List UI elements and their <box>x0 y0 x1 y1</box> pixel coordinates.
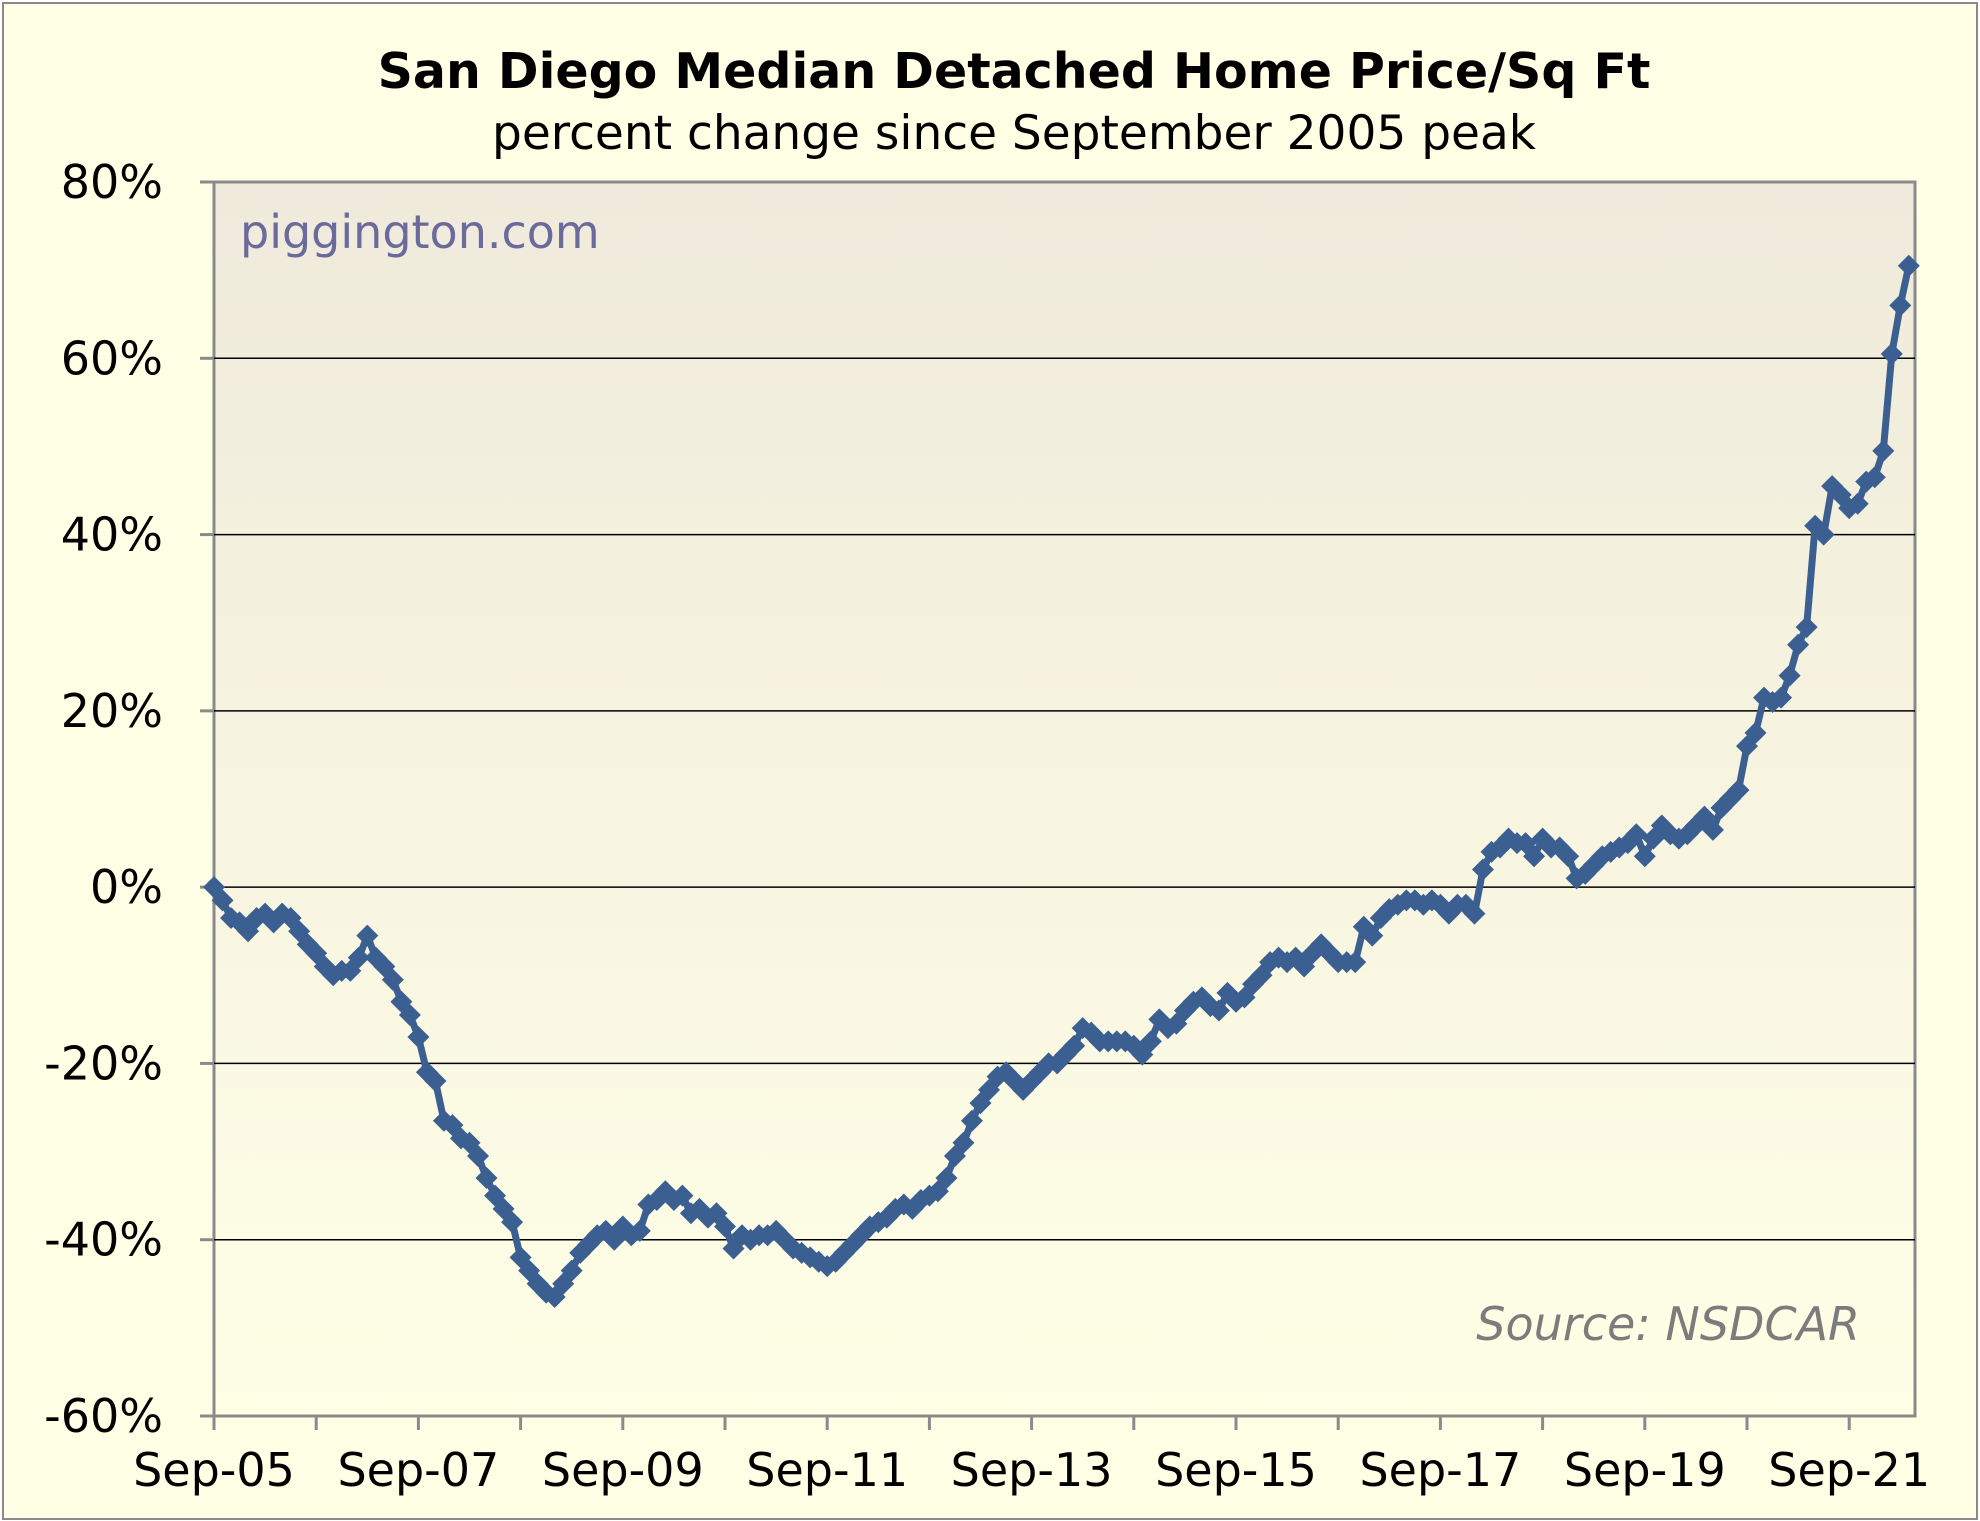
data-point <box>960 1109 983 1132</box>
data-point <box>628 1219 651 1242</box>
data-point <box>1727 779 1750 802</box>
data-point <box>407 1025 430 1048</box>
data-point <box>952 1131 975 1154</box>
x-tick-label: Sep-11 <box>746 1443 908 1497</box>
data-point <box>475 1167 498 1190</box>
data-point <box>714 1215 736 1238</box>
chart-subtitle: percent change since September 2005 peak <box>492 106 1537 161</box>
data-point <box>1795 616 1818 639</box>
x-tick-label: Sep-15 <box>1155 1443 1317 1497</box>
data-point <box>1625 823 1648 846</box>
x-tick-label: Sep-17 <box>1359 1443 1521 1497</box>
x-tick-label: Sep-21 <box>1768 1443 1930 1497</box>
data-point <box>467 1144 490 1167</box>
x-tick-label: Sep-09 <box>542 1443 704 1497</box>
data-point <box>1207 999 1230 1022</box>
data-point <box>935 1167 958 1190</box>
x-tick-label: Sep-19 <box>1564 1443 1726 1497</box>
data-point <box>1863 466 1886 489</box>
chart-title: San Diego Median Detached Home Price/Sq … <box>378 43 1651 100</box>
data-point <box>1744 721 1767 744</box>
data-point <box>356 924 379 947</box>
x-tick-label: Sep-13 <box>951 1443 1113 1497</box>
y-tick-label: 40% <box>61 508 163 562</box>
data-point <box>1770 686 1793 709</box>
data-point <box>1633 845 1656 868</box>
x-tick-label: Sep-07 <box>337 1443 499 1497</box>
x-tick-label: Sep-05 <box>133 1443 295 1497</box>
data-point <box>1471 858 1494 881</box>
data-point <box>1344 951 1367 974</box>
data-point <box>424 1070 447 1093</box>
data-point <box>237 920 260 943</box>
x-axis-ticks: Sep-05 Sep-07 Sep-09 Sep-11 Sep-13 Sep-15 Sep-… <box>133 1443 1930 1497</box>
data-point <box>347 946 370 969</box>
data-point <box>381 968 404 991</box>
data-point <box>211 889 234 912</box>
data-point <box>1148 1008 1171 1031</box>
data-point <box>1889 294 1912 317</box>
data-point <box>1523 845 1546 868</box>
data-point <box>501 1211 524 1234</box>
watermark-text: piggington.com <box>240 205 600 259</box>
data-point <box>1812 523 1835 546</box>
data-point <box>1897 254 1920 277</box>
data-point <box>1012 1078 1035 1101</box>
data-point <box>1463 902 1486 925</box>
y-tick-label: 0% <box>90 860 163 914</box>
y-tick-label: -60% <box>44 1389 163 1443</box>
data-point <box>671 1184 694 1207</box>
data-point <box>1846 492 1869 515</box>
data-point <box>1139 1030 1162 1053</box>
axes <box>200 180 1851 1430</box>
y-tick-label: -40% <box>44 1213 163 1267</box>
data-point <box>398 1003 421 1026</box>
data-point <box>1778 664 1801 687</box>
data-point <box>560 1259 583 1282</box>
data-point <box>1880 342 1903 365</box>
data-point <box>1787 633 1810 656</box>
data-point <box>1872 439 1895 462</box>
y-tick-label: 80% <box>61 155 163 209</box>
y-tick-label: 60% <box>61 331 163 385</box>
data-series <box>203 254 1920 1309</box>
data-point <box>1701 818 1724 841</box>
data-point <box>1557 845 1580 868</box>
data-point <box>1063 1034 1086 1057</box>
y-tick-label: 20% <box>61 684 163 738</box>
source-note: Source: NSDCAR <box>1476 1297 1860 1351</box>
plot-area <box>212 180 1917 1418</box>
y-tick-label: -20% <box>44 1036 163 1090</box>
y-axis-ticks: 80% 60% 40% 20% 0% -20% -40% -60% <box>44 155 163 1443</box>
data-point <box>1361 924 1384 947</box>
